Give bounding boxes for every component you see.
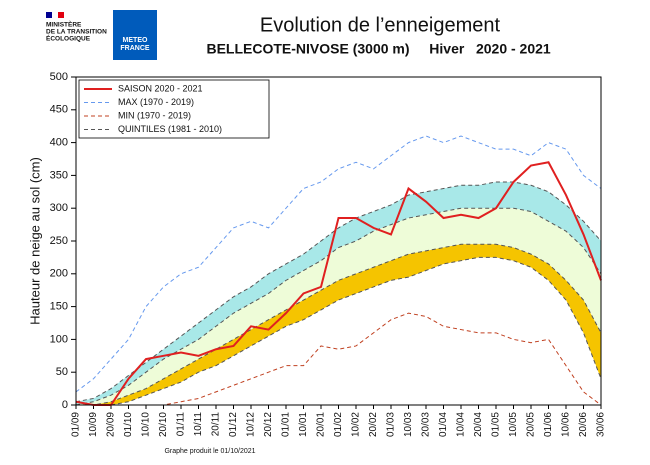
x-tick-label: 01/04: [438, 412, 449, 437]
x-tick-label: 01/01: [281, 412, 292, 437]
y-tick-label: 0: [62, 399, 68, 411]
x-tick-label: 01/02: [333, 412, 344, 437]
x-tick-label: 01/03: [386, 412, 397, 437]
legend-label: MIN (1970 - 2019): [118, 110, 191, 120]
x-tick-label: 20/04: [473, 412, 484, 437]
x-tick-label: 01/06: [543, 412, 554, 437]
series-line: [75, 161, 602, 406]
plot-frame: [75, 76, 602, 406]
x-tick-label: 01/11: [176, 412, 187, 437]
ministry: MINISTÈRE: [46, 20, 82, 29]
quintile-line: [75, 207, 602, 406]
y-tick-label: 500: [50, 71, 68, 83]
logo-text: FRANCE: [120, 45, 149, 52]
ministry: ÉCOLOGIQUE: [46, 34, 91, 43]
x-tick-label: 10/10: [141, 412, 152, 437]
logo: [113, 10, 157, 60]
y-tick-label: 150: [50, 301, 68, 313]
x-tick-label: 20/11: [211, 412, 222, 437]
y-tick-label: 100: [50, 333, 68, 345]
x-tick-label: 20/06: [578, 412, 589, 437]
y-tick-label: 300: [50, 202, 68, 214]
x-tick-label: 01/12: [228, 412, 239, 437]
x-tick-label: 10/02: [351, 412, 362, 437]
x-tick-label: 10/06: [561, 412, 572, 437]
x-tick-label: 10/04: [456, 412, 467, 437]
legend-label: MAX (1970 - 2019): [118, 97, 194, 107]
x-tick-label: 30/06: [596, 412, 607, 437]
x-tick-label: 10/12: [246, 412, 257, 437]
x-tick-label: 20/03: [421, 412, 432, 437]
x-tick-label: 20/09: [106, 412, 117, 437]
y-axis-label: Hauteur de neige au sol (cm): [27, 157, 42, 325]
flag: [58, 12, 64, 18]
season: Hiver 2020 - 2021: [429, 41, 551, 57]
chart-subtitle: BELLECOTE-NIVOSE (3000 m): [206, 41, 409, 57]
logo-text: METEO: [123, 37, 148, 44]
x-tick-label: 01/10: [123, 412, 134, 437]
quintile-band: [76, 244, 601, 405]
quintile-line: [76, 243, 602, 406]
y-tick-label: 400: [50, 137, 68, 149]
x-tick-label: 20/02: [368, 412, 379, 437]
x-tick-label: 20/01: [316, 412, 327, 437]
y-tick-label: 50: [56, 366, 68, 378]
flag: [52, 12, 58, 18]
x-tick-label: 10/01: [298, 412, 309, 437]
chart-title: Evolution de l’enneigement: [260, 14, 501, 36]
x-tick-label: 20/12: [263, 412, 274, 437]
x-tick-label: 10/03: [403, 412, 414, 437]
ministry: DE LA TRANSITION: [46, 29, 107, 36]
y-tick-label: 350: [50, 169, 68, 181]
quintile-band: [76, 181, 601, 405]
footer: Graphe produit le 01/10/2021: [164, 448, 255, 455]
legend-label: SAISON 2020 - 2021: [118, 83, 203, 93]
x-tick-label: 10/09: [88, 412, 99, 437]
x-tick-label: 20/10: [158, 412, 169, 437]
y-tick-label: 250: [50, 235, 68, 247]
y-tick-label: 200: [50, 268, 68, 280]
x-tick-label: 10/11: [193, 412, 204, 437]
y-tick-label: 450: [50, 104, 68, 116]
x-tick-label: 10/05: [508, 412, 519, 437]
x-tick-label: 01/05: [491, 412, 502, 437]
legend-label: QUINTILES (1981 - 2010): [118, 124, 222, 134]
x-tick-label: 01/09: [71, 412, 82, 437]
series-line: [75, 135, 602, 393]
x-tick-label: 20/05: [526, 412, 537, 437]
